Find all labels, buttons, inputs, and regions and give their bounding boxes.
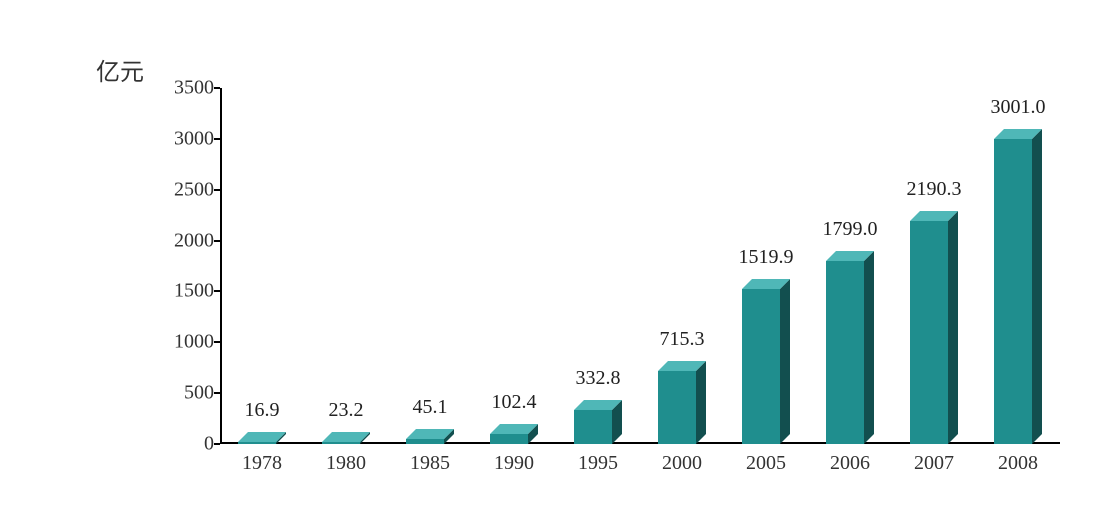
bar-side <box>1032 129 1042 444</box>
bar <box>574 400 622 444</box>
bar-value-label: 2190.3 <box>907 178 962 201</box>
bar-value-label: 1519.9 <box>739 246 794 269</box>
bar-front <box>826 261 864 444</box>
y-axis-title: 亿元 <box>96 52 144 87</box>
bar-value-label: 102.4 <box>492 391 537 414</box>
x-axis-label: 1995 <box>578 444 618 475</box>
bar <box>658 361 706 444</box>
bar-slot: 23.21980 <box>304 88 388 444</box>
y-tick-mark <box>214 392 220 394</box>
y-tick-mark <box>214 87 220 89</box>
bar-value-label: 332.8 <box>576 367 621 390</box>
bar-slot: 3001.02008 <box>976 88 1060 444</box>
bar-side <box>696 361 706 444</box>
y-tick-mark <box>214 240 220 242</box>
bar-slot: 1799.02006 <box>808 88 892 444</box>
x-axis-label: 2005 <box>746 444 786 475</box>
bar <box>826 251 874 444</box>
y-tick-mark <box>214 138 220 140</box>
x-axis-label: 1978 <box>242 444 282 475</box>
bar-value-label: 23.2 <box>329 399 364 422</box>
x-axis-label: 1985 <box>410 444 450 475</box>
bar-front <box>742 289 780 444</box>
bars-layer: 16.9197823.2198045.11985102.41990332.819… <box>220 88 1060 444</box>
bar-slot: 16.91978 <box>220 88 304 444</box>
chart-container: 亿元 16.9197823.2198045.11985102.41990332.… <box>0 0 1108 518</box>
bar <box>322 432 370 444</box>
bar-value-label: 3001.0 <box>991 96 1046 119</box>
x-axis-label: 1990 <box>494 444 534 475</box>
y-tick-mark <box>214 443 220 445</box>
bar-value-label: 1799.0 <box>823 218 878 241</box>
bar <box>238 432 286 444</box>
bar-side <box>780 279 790 444</box>
bar <box>490 424 538 444</box>
x-axis-label: 1980 <box>326 444 366 475</box>
bar-front <box>910 221 948 444</box>
bar-value-label: 715.3 <box>660 328 705 351</box>
bar-front <box>490 434 528 444</box>
plot-area: 16.9197823.2198045.11985102.41990332.819… <box>220 88 1060 444</box>
x-axis-label: 2006 <box>830 444 870 475</box>
bar <box>910 211 958 444</box>
bar-value-label: 16.9 <box>245 399 280 422</box>
bar-slot: 45.11985 <box>388 88 472 444</box>
x-axis-label: 2007 <box>914 444 954 475</box>
bar-value-label: 45.1 <box>413 396 448 419</box>
bar <box>406 429 454 444</box>
x-axis-label: 2000 <box>662 444 702 475</box>
y-tick-mark <box>214 290 220 292</box>
bar-side <box>864 251 874 444</box>
x-axis-label: 2008 <box>998 444 1038 475</box>
bar-front <box>658 371 696 444</box>
bar-front <box>574 410 612 444</box>
bar-slot: 715.32000 <box>640 88 724 444</box>
bar <box>742 279 790 444</box>
bar-side <box>948 211 958 444</box>
bar-front <box>994 139 1032 444</box>
bar-slot: 102.41990 <box>472 88 556 444</box>
y-tick-mark <box>214 341 220 343</box>
bar-slot: 2190.32007 <box>892 88 976 444</box>
bar <box>994 129 1042 444</box>
bar-slot: 332.81995 <box>556 88 640 444</box>
bar-slot: 1519.92005 <box>724 88 808 444</box>
y-tick-mark <box>214 189 220 191</box>
